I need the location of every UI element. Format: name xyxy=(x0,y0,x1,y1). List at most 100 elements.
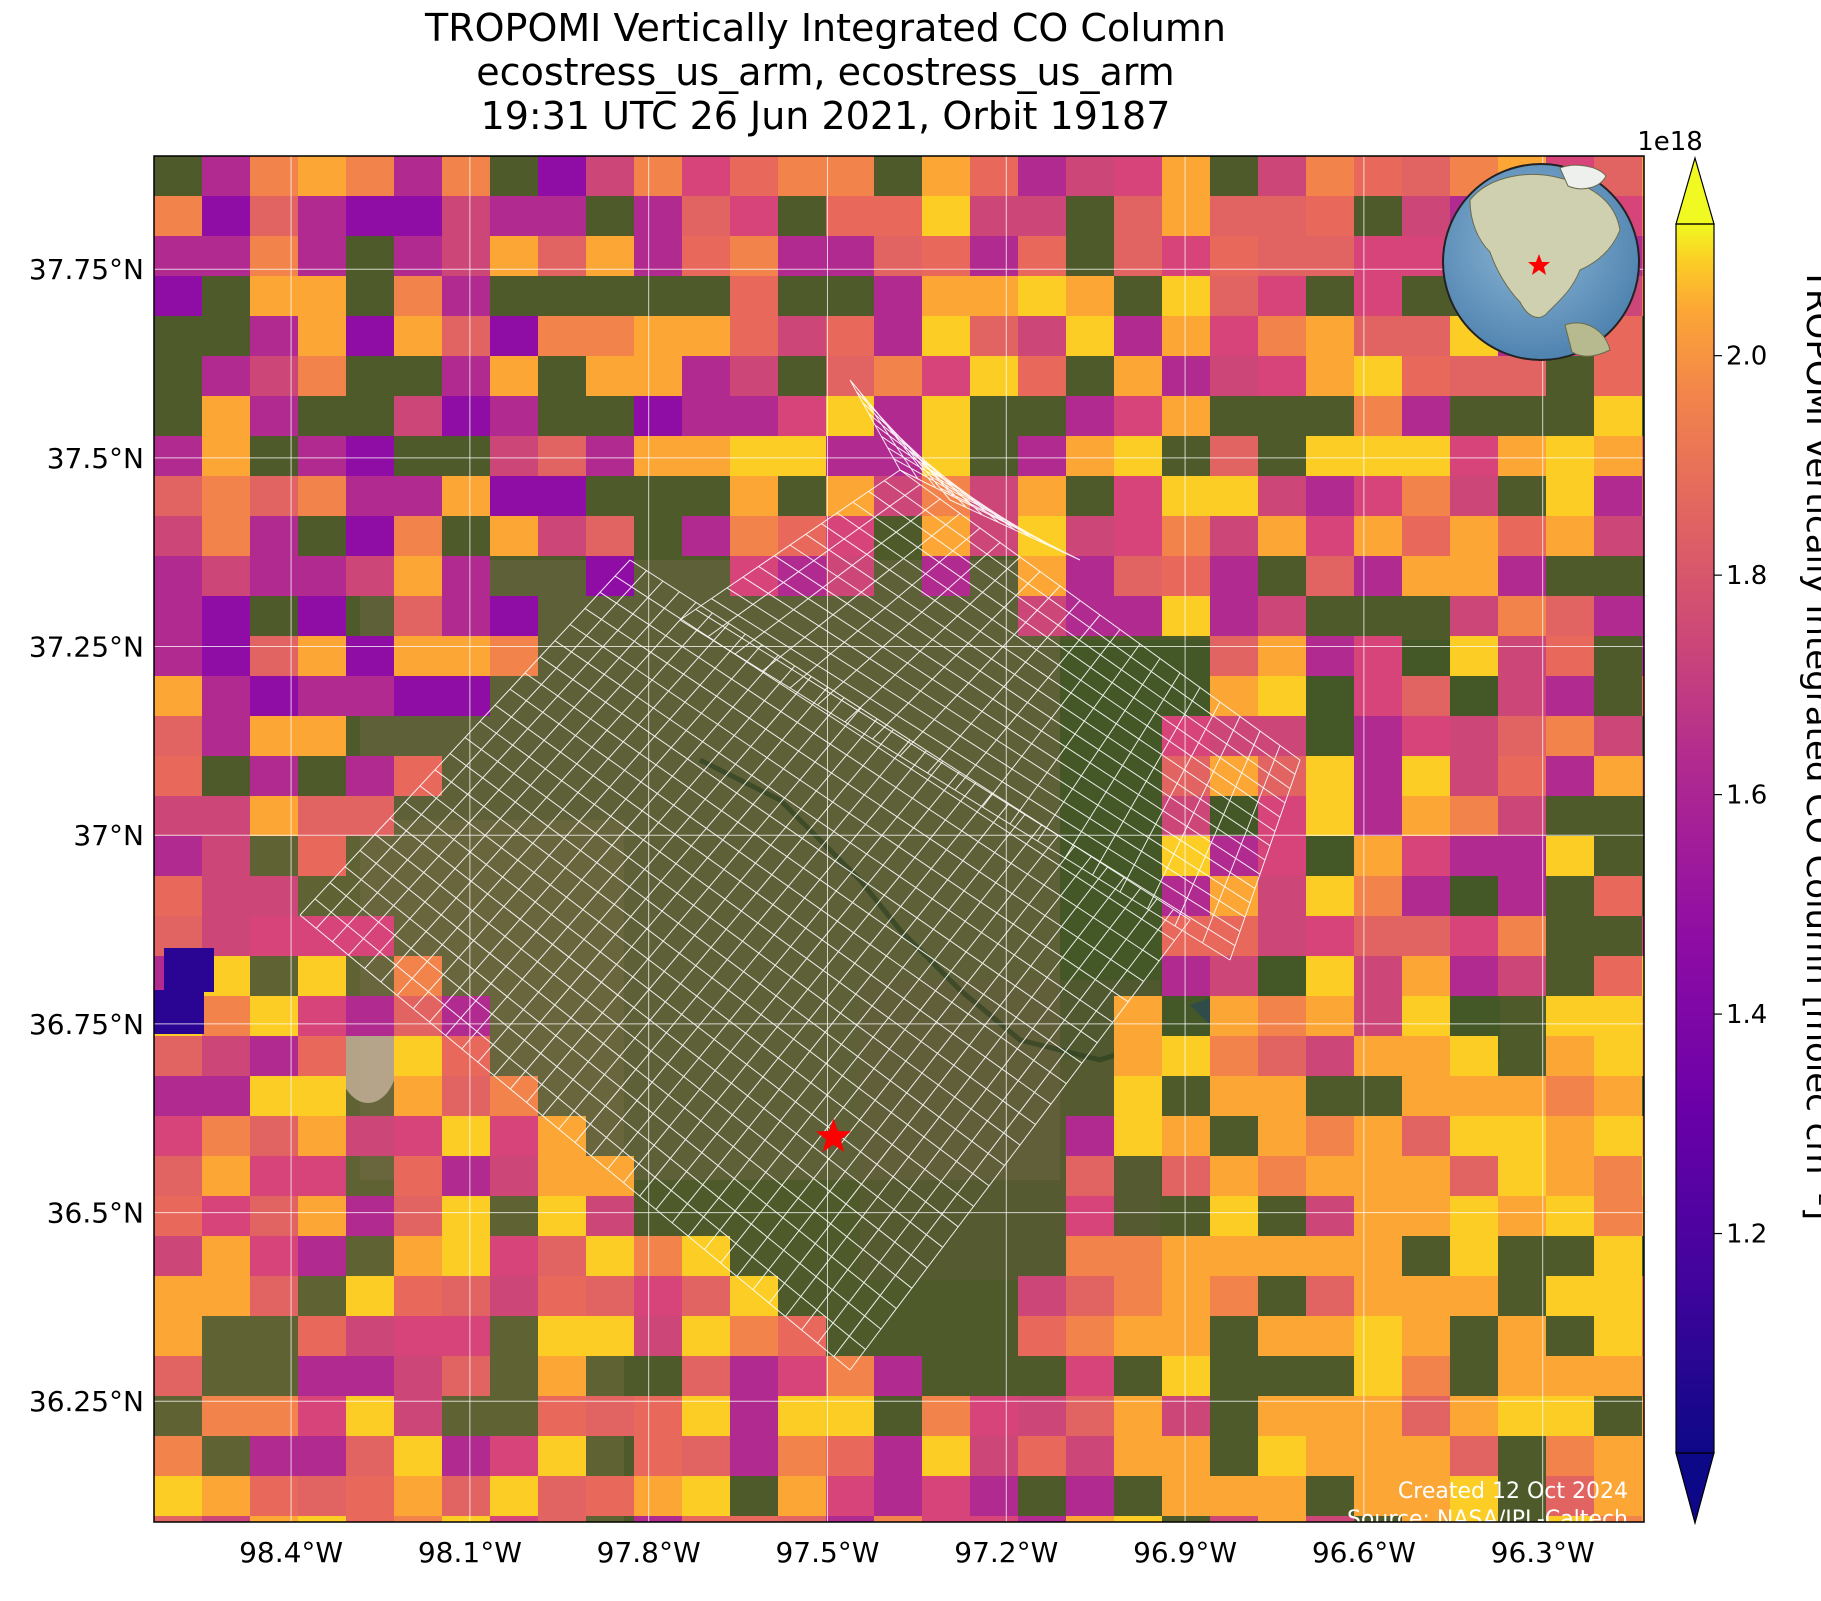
tropomi-pixel xyxy=(394,276,442,316)
tropomi-pixel xyxy=(490,636,538,676)
tropomi-pixel xyxy=(1066,316,1114,356)
tropomi-pixel xyxy=(970,356,1018,396)
tropomi-pixel xyxy=(1594,596,1642,636)
tropomi-pixel xyxy=(1306,516,1354,556)
tropomi-pixel xyxy=(1642,236,1644,276)
tropomi-pixel xyxy=(1498,836,1546,876)
footprint-mesh xyxy=(679,469,1301,961)
tropomi-pixel xyxy=(778,556,826,596)
tropomi-pixel xyxy=(682,516,730,556)
tropomi-pixel xyxy=(154,716,202,756)
tropomi-pixel xyxy=(1354,316,1402,356)
tropomi-pixel xyxy=(1258,276,1306,316)
tropomi-pixel xyxy=(1594,1196,1642,1236)
tropomi-pixel xyxy=(778,316,826,356)
tropomi-pixel xyxy=(1354,1276,1402,1316)
tropomi-pixel xyxy=(730,1356,778,1396)
tropomi-pixel xyxy=(1498,676,1546,716)
tropomi-pixel xyxy=(1402,996,1450,1036)
tropomi-pixel xyxy=(634,196,682,236)
tropomi-pixel xyxy=(154,636,202,676)
lon-tick-label: 97.8°W xyxy=(597,1536,701,1569)
tropomi-pixel xyxy=(1258,1476,1306,1516)
tropomi-pixel xyxy=(346,196,394,236)
tropomi-pixel xyxy=(1402,476,1450,516)
tropomi-pixel xyxy=(1354,556,1402,596)
map-area[interactable]: Created 12 Oct 2024 Source: NASA/JPL-Cal… xyxy=(154,156,1690,1556)
tropomi-pixel xyxy=(1306,196,1354,236)
tropomi-pixel xyxy=(1258,1036,1306,1076)
tropomi-pixel xyxy=(634,1276,682,1316)
tropomi-pixel xyxy=(826,556,874,596)
tropomi-pixel xyxy=(1162,156,1210,196)
tropomi-pixel xyxy=(1114,1516,1162,1522)
tropomi-pixel xyxy=(1258,716,1306,756)
tropomi-pixel xyxy=(634,1396,682,1436)
footprint-mesh xyxy=(299,559,1191,1371)
tropomi-pixel xyxy=(922,1436,970,1476)
tropomi-pixel xyxy=(346,1436,394,1476)
tropomi-pixel xyxy=(1114,1436,1162,1476)
lon-tick-label: 97.2°W xyxy=(954,1536,1058,1569)
tropomi-pixel xyxy=(922,1396,970,1436)
tropomi-pixel xyxy=(250,556,298,596)
tropomi-pixel xyxy=(874,1436,922,1476)
tropomi-pixel xyxy=(1594,476,1642,516)
tropomi-pixel xyxy=(1306,236,1354,276)
tropomi-pixel xyxy=(730,436,778,476)
tropomi-pixel xyxy=(1066,1396,1114,1436)
tropomi-pixel xyxy=(1450,756,1498,796)
tropomi-pixel xyxy=(1210,996,1258,1036)
tropomi-pixel xyxy=(1258,196,1306,236)
tropomi-pixel xyxy=(1114,1396,1162,1436)
tropomi-pixel xyxy=(634,396,682,436)
tropomi-pixel xyxy=(1354,356,1402,396)
tropomi-pixel xyxy=(1210,1476,1258,1516)
tropomi-pixel xyxy=(1210,1236,1258,1276)
tropomi-pixel xyxy=(298,996,346,1036)
tropomi-pixel xyxy=(922,1516,970,1522)
tropomi-pixel xyxy=(442,476,490,516)
tropomi-pixel xyxy=(874,476,922,516)
tropomi-pixel xyxy=(442,196,490,236)
tropomi-pixel xyxy=(250,1156,298,1196)
tropomi-pixel xyxy=(298,716,346,756)
tropomi-pixel xyxy=(154,1276,202,1316)
tropomi-pixel xyxy=(1210,556,1258,596)
tropomi-pixel xyxy=(1114,196,1162,236)
tropomi-pixel xyxy=(730,1436,778,1476)
tropomi-pixel xyxy=(1162,1156,1210,1196)
tropomi-pixel xyxy=(1066,556,1114,596)
tropomi-pixel xyxy=(538,1316,586,1356)
tropomi-pixel xyxy=(1258,916,1306,956)
tropomi-pixel xyxy=(1498,356,1546,396)
tropomi-pixel xyxy=(202,636,250,676)
site-marker[interactable] xyxy=(815,1118,851,1153)
globe-star-icon xyxy=(1528,254,1550,275)
tropomi-pixel xyxy=(1210,516,1258,556)
tropomi-pixel xyxy=(1258,1076,1306,1116)
tropomi-pixel xyxy=(346,1276,394,1316)
tropomi-pixel xyxy=(1402,796,1450,836)
tropomi-pixel xyxy=(1114,156,1162,196)
tropomi-pixel xyxy=(1642,196,1644,236)
tropomi-pixel xyxy=(1594,396,1642,436)
tropomi-pixel xyxy=(586,556,634,596)
tropomi-pixel xyxy=(1642,956,1644,996)
tropomi-pixel xyxy=(442,1076,490,1116)
tropomi-pixel xyxy=(490,596,538,636)
site-star-icon[interactable] xyxy=(815,1118,851,1153)
tropomi-pixel xyxy=(778,1476,826,1516)
tropomi-pixel xyxy=(682,1436,730,1476)
tropomi-pixel xyxy=(442,676,490,716)
tropomi-pixel xyxy=(1066,396,1114,436)
tropomi-pixel xyxy=(1114,1236,1162,1276)
tropomi-pixel xyxy=(1066,276,1114,316)
colorbar-extend-bottom xyxy=(1675,1452,1715,1526)
tropomi-pixel xyxy=(1210,1076,1258,1116)
tropomi-pixel xyxy=(922,396,970,436)
tropomi-pixel xyxy=(490,1276,538,1316)
tropomi-pixel xyxy=(1546,1196,1594,1236)
tropomi-pixel xyxy=(202,356,250,396)
gridlines xyxy=(154,156,1644,1522)
